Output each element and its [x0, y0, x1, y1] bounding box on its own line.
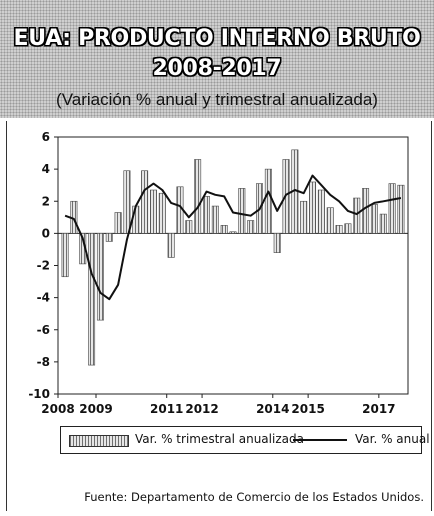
- plot-area: [57, 136, 409, 395]
- y-tick-label: 2: [42, 194, 50, 208]
- legend-line-swatch: [293, 439, 347, 441]
- bar-quarterly: [123, 170, 131, 234]
- bar-quarterly: [96, 233, 104, 321]
- chart-frame: [6, 121, 432, 511]
- bar-quarterly: [397, 184, 405, 234]
- bar-quarterly: [158, 192, 166, 234]
- y-tick-label: -2: [37, 259, 50, 273]
- bar-quarterly: [317, 189, 325, 234]
- bar-quarterly: [114, 212, 122, 234]
- bar-quarterly: [132, 205, 140, 234]
- y-tick-label: -10: [28, 387, 50, 401]
- x-tick-label: 2009: [79, 402, 112, 416]
- bar-quarterly: [105, 233, 113, 242]
- bar-quarterly: [379, 213, 387, 234]
- bar-quarterly: [167, 233, 175, 258]
- chart-title-line1: EUA: PRODUCTO INTERNO BRUTO: [13, 26, 421, 51]
- legend-line-label: Var. % anual: [355, 432, 430, 446]
- bar-quarterly: [203, 196, 210, 234]
- bar-quarterly: [194, 159, 202, 234]
- y-tick-label: -8: [37, 355, 50, 369]
- bar-quarterly: [185, 220, 193, 234]
- y-tick-label: 6: [42, 130, 50, 144]
- x-tick-label: 2012: [185, 402, 218, 416]
- y-tick-label: -4: [37, 291, 50, 305]
- bar-quarterly: [149, 189, 157, 234]
- bar-quarterly: [88, 233, 96, 366]
- bar-quarterly: [309, 181, 317, 234]
- bar-quarterly: [141, 170, 149, 234]
- bar-quarterly: [353, 197, 361, 234]
- y-tick-label: -6: [37, 323, 50, 337]
- x-tick-label: 2008: [41, 402, 74, 416]
- bar-quarterly: [238, 188, 246, 234]
- legend-bar-label: Var. % trimestral anualizada: [135, 432, 304, 446]
- source-note: Fuente: Departamento de Comercio de los …: [84, 490, 424, 504]
- x-tick-label: 2011: [150, 402, 183, 416]
- bar-quarterly: [247, 220, 255, 234]
- bar-quarterly: [388, 183, 396, 234]
- bar-quarterly: [335, 225, 343, 234]
- chart-legend: Var. % trimestral anualizada Var. % anua…: [60, 426, 430, 454]
- x-tick-label: 2014: [256, 402, 289, 416]
- bar-quarterly: [61, 233, 69, 278]
- line-annual: [64, 174, 402, 301]
- y-tick-label: 4: [42, 162, 50, 176]
- bar-quarterly: [326, 207, 334, 234]
- bar-quarterly: [370, 204, 378, 234]
- bar-quarterly: [220, 225, 228, 234]
- chart-header: EUA: PRODUCTO INTERNO BRUTO 2008-2017 (V…: [0, 0, 434, 118]
- bar-quarterly: [211, 205, 219, 234]
- legend-bar-swatch: [69, 435, 129, 447]
- bar-quarterly: [300, 200, 308, 234]
- x-tick-label: 2017: [362, 402, 395, 416]
- bar-quarterly: [344, 223, 352, 234]
- x-tick-label: 2015: [291, 402, 324, 416]
- chart-subtitle: (Variación % anual y trimestral anualiza…: [56, 90, 378, 109]
- bar-quarterly: [264, 168, 272, 234]
- bar-quarterly: [362, 188, 370, 234]
- chart-title-line2: 2008-2017: [152, 56, 282, 81]
- y-tick-label: 0: [42, 226, 50, 240]
- bar-quarterly: [273, 233, 281, 253]
- bar-quarterly: [229, 231, 237, 234]
